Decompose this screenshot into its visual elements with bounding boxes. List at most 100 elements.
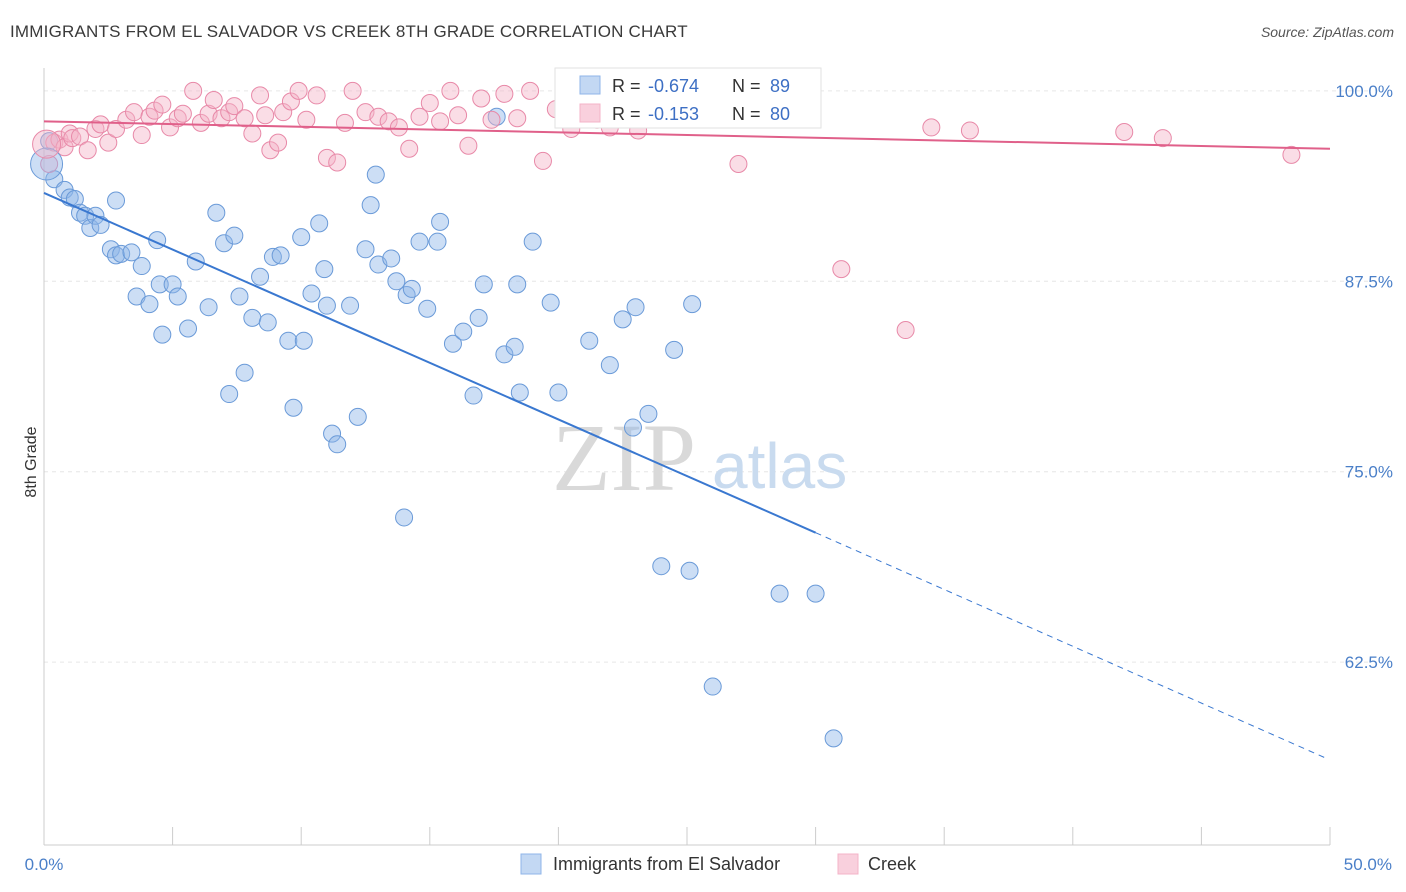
- point-creek: [389, 118, 408, 137]
- point-creek: [420, 94, 439, 113]
- point-el-salvador: [549, 383, 568, 402]
- point-creek: [343, 81, 362, 100]
- trend-line-el-salvador: [43, 192, 817, 534]
- watermark: ZIP atlas: [552, 404, 847, 511]
- point-creek: [125, 103, 144, 122]
- point-el-salvador: [122, 243, 141, 262]
- point-el-salvador: [323, 424, 342, 443]
- legend-n-value-2: 80: [770, 104, 790, 124]
- point-el-salvador: [132, 257, 151, 276]
- series-swatch-creek: [837, 853, 859, 875]
- grid-lines: [44, 90, 1370, 663]
- point-el-salvador: [626, 298, 645, 317]
- point-creek: [45, 133, 64, 152]
- point-creek: [32, 129, 62, 159]
- legend-r-value-2: -0.153: [648, 104, 699, 124]
- point-creek: [99, 133, 118, 152]
- point-el-salvador: [387, 272, 406, 291]
- point-el-salvador: [317, 296, 336, 315]
- point-el-salvador: [179, 319, 198, 338]
- point-el-salvador: [428, 232, 447, 251]
- point-creek: [832, 260, 851, 279]
- point-creek: [173, 104, 192, 123]
- point-el-salvador: [279, 331, 298, 350]
- point-el-salvador: [402, 279, 421, 298]
- point-el-salvador: [107, 191, 126, 210]
- point-creek: [317, 148, 336, 167]
- point-el-salvador: [639, 404, 658, 423]
- point-creek: [132, 126, 151, 145]
- y-tick-label: 87.5%: [1345, 272, 1393, 291]
- point-el-salvador: [235, 363, 254, 382]
- point-creek: [107, 119, 126, 138]
- point-creek: [521, 81, 540, 100]
- point-creek: [400, 139, 419, 158]
- point-creek: [274, 103, 293, 122]
- point-el-salvador: [271, 246, 290, 265]
- point-el-salvador: [510, 383, 529, 402]
- tick-labels: 100.0% 87.5% 75.0% 62.5% 0.0% 50.0%: [25, 82, 1393, 874]
- point-el-salvador: [263, 247, 282, 266]
- point-creek: [204, 90, 223, 109]
- point-el-salvador: [523, 232, 542, 251]
- point-el-salvador: [580, 331, 599, 350]
- point-el-salvador: [703, 677, 722, 696]
- point-el-salvador: [469, 308, 488, 327]
- point-el-salvador: [382, 249, 401, 268]
- point-el-salvador: [410, 232, 429, 251]
- point-creek: [153, 95, 172, 114]
- legend-n-label-2: N =: [732, 104, 761, 124]
- point-creek: [261, 141, 280, 160]
- point-creek: [472, 89, 491, 108]
- trend-lines: [43, 120, 1331, 759]
- point-el-salvador: [284, 398, 303, 417]
- point-creek: [251, 86, 270, 105]
- axes: [43, 68, 1331, 846]
- point-el-salvador: [505, 337, 524, 356]
- point-el-salvador: [600, 356, 619, 375]
- point-creek: [1282, 145, 1301, 164]
- y-axis-label: 8th Grade: [23, 426, 40, 497]
- point-el-salvador: [443, 334, 462, 353]
- point-el-salvador: [225, 226, 244, 245]
- point-creek: [431, 112, 450, 131]
- point-creek: [191, 113, 210, 132]
- point-creek: [896, 321, 915, 340]
- point-el-salvador: [665, 340, 684, 359]
- legend-n-label-1: N =: [732, 76, 761, 96]
- point-creek: [225, 97, 244, 116]
- point-el-salvador: [464, 386, 483, 405]
- chart-source: Source: ZipAtlas.com: [1260, 24, 1394, 40]
- point-el-salvador: [508, 275, 527, 294]
- point-creek: [297, 110, 316, 129]
- point-creek: [184, 81, 203, 100]
- point-el-salvador: [91, 215, 110, 234]
- point-creek: [508, 109, 527, 128]
- point-creek: [482, 110, 501, 129]
- point-creek: [369, 107, 388, 126]
- point-el-salvador: [140, 295, 159, 314]
- point-el-salvador: [613, 310, 632, 329]
- point-el-salvador: [258, 313, 277, 332]
- series-label-creek: Creek: [868, 854, 917, 874]
- point-el-salvador: [397, 286, 416, 305]
- point-el-salvador: [315, 260, 334, 279]
- legend-swatch-el-salvador: [579, 75, 601, 95]
- point-creek: [220, 103, 239, 122]
- point-el-salvador: [215, 234, 234, 253]
- trend-line-creek: [43, 120, 1331, 150]
- legend-r-label-2: R =: [612, 104, 641, 124]
- point-creek: [235, 109, 254, 128]
- point-el-salvador: [806, 584, 825, 603]
- data-points: [30, 81, 1301, 748]
- point-el-salvador: [541, 293, 560, 312]
- point-creek: [379, 112, 398, 131]
- point-creek: [78, 141, 97, 160]
- trend-line-el-salvador-extension: [815, 532, 1327, 759]
- point-creek: [410, 107, 429, 126]
- point-el-salvador: [683, 295, 702, 314]
- chart-title: IMMIGRANTS FROM EL SALVADOR VS CREEK 8TH…: [10, 22, 688, 41]
- point-el-salvador: [395, 508, 414, 527]
- legend-swatch-creek: [579, 103, 601, 123]
- point-el-salvador: [341, 296, 360, 315]
